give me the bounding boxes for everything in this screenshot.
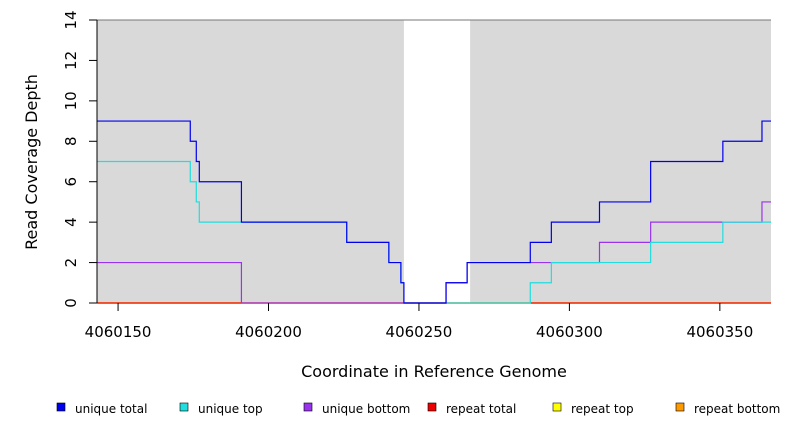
y-tick-label: 14: [62, 10, 80, 29]
legend-label-repeat-bottom: repeat bottom: [694, 402, 780, 416]
legend-label-unique-bottom: unique bottom: [322, 402, 410, 416]
y-tick-label: 10: [62, 91, 80, 110]
x-tick-label: 4060300: [536, 323, 603, 341]
legend-label-unique-top: unique top: [198, 402, 263, 416]
x-tick-label: 4060200: [235, 323, 302, 341]
x-tick-label: 4060150: [85, 323, 152, 341]
axes: 0 2 4 6 8 10 12 14 4060150 4060200 4060250 4060300 4…: [62, 10, 771, 341]
legend-swatch-unique-top: [179, 402, 189, 412]
y-axis-label: Read Coverage Depth: [22, 74, 41, 250]
legend: unique total unique top unique bottom repea…: [56, 402, 780, 416]
shaded-region-2: [470, 20, 771, 303]
y-tick-label: 0: [62, 298, 80, 308]
y-tick-label: 12: [62, 51, 80, 70]
y-tick-label: 6: [62, 177, 80, 187]
legend-label-repeat-top: repeat top: [571, 402, 634, 416]
legend-swatch-repeat-bottom: [675, 402, 685, 412]
legend-label-unique-total: unique total: [75, 402, 147, 416]
y-tick-label: 2: [62, 258, 80, 268]
legend-swatch-repeat-top: [552, 402, 562, 412]
legend-swatch-unique-bottom: [303, 402, 313, 412]
legend-swatch-unique-total: [56, 402, 66, 412]
series-lines: [97, 120, 771, 304]
y-tick-label: 4: [62, 217, 80, 227]
x-tick-label: 4060250: [386, 323, 453, 341]
y-tick-label: 8: [62, 137, 80, 147]
legend-swatch-repeat-total: [427, 402, 437, 412]
x-tick-label: 4060350: [686, 323, 753, 341]
series-line-unique-total: [97, 120, 771, 304]
x-axis-label: Coordinate in Reference Genome: [301, 362, 567, 381]
legend-label-repeat-total: repeat total: [446, 402, 516, 416]
